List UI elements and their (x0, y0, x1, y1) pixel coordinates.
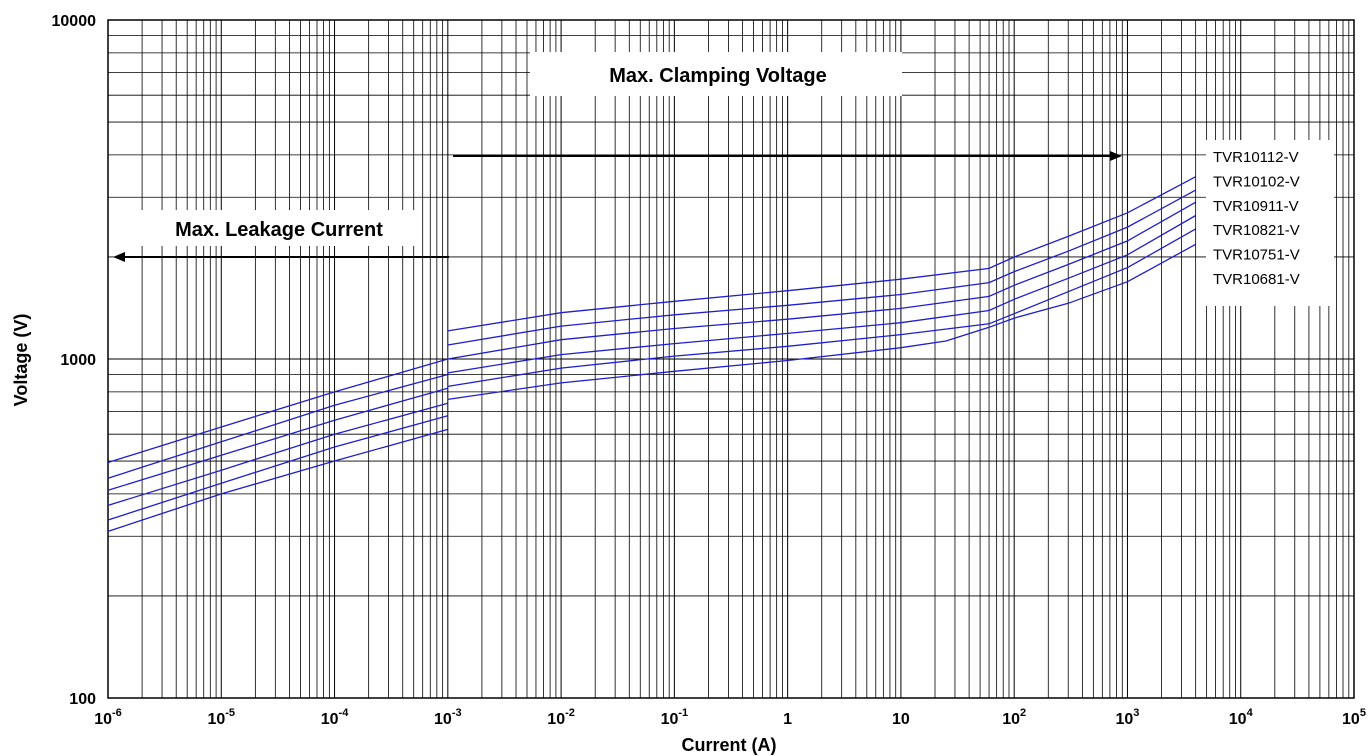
x-tick-label: 1 (783, 711, 792, 728)
legend-entry: TVR10751-V (1213, 247, 1300, 264)
x-tick-label: 10-6 (94, 707, 122, 728)
series-line-tvr10102-v-clamping (447, 189, 1197, 346)
series-group (107, 176, 1197, 533)
series-line-tvr10751-v-clamping (447, 228, 1197, 388)
series-line-tvr10681-v-leakage (107, 428, 448, 533)
x-tick-label: 10-4 (321, 707, 349, 728)
legend-entry: TVR10911-V (1213, 198, 1299, 215)
leakage-annotation: Max. Leakage Current (175, 219, 383, 241)
plot-frame (107, 19, 1355, 699)
series-line-tvr10112-v-leakage (107, 358, 448, 464)
x-tick-label: 10-5 (207, 707, 235, 728)
leakage-arrow-head (113, 252, 125, 262)
x-tick-label: 10 (892, 711, 910, 728)
x-tick-label: 103 (1115, 707, 1139, 728)
x-axis-label: Current (A) (682, 735, 777, 755)
series-line-tvr10911-v-clamping (447, 201, 1197, 360)
x-tick-label: 102 (1002, 707, 1026, 728)
x-tick-label: 10-1 (661, 707, 689, 728)
series-line-tvr10102-v-leakage (107, 373, 448, 479)
y-tick-labels: 100 1000 10000 (52, 13, 97, 708)
series-line-tvr10751-v-leakage (107, 415, 448, 521)
leakage-label-box (138, 210, 420, 246)
x-tick-label: 105 (1342, 707, 1366, 728)
series-line-tvr10911-v-leakage (107, 387, 448, 491)
series-line-tvr10112-v-clamping (447, 176, 1197, 332)
legend-entry: TVR10681-V (1213, 271, 1300, 288)
legend-entry: TVR10102-V (1213, 173, 1300, 190)
x-tick-label: 104 (1229, 707, 1254, 728)
x-tick-label: 10-3 (434, 707, 462, 728)
y-tick-label: 10000 (52, 13, 97, 30)
series-line-tvr10821-v-clamping (447, 214, 1197, 374)
clamping-arrow-head (1110, 151, 1122, 161)
clamping-label-box (530, 52, 902, 96)
x-tick-label: 10-2 (547, 707, 575, 728)
y-tick-label: 1000 (60, 352, 96, 369)
legend-entry: TVR10112-V (1213, 149, 1299, 166)
series-line-tvr10681-v-clamping (447, 243, 1197, 401)
legend-box (1206, 140, 1334, 306)
series-line-tvr10821-v-leakage (107, 402, 448, 507)
legend-entry: TVR10821-V (1213, 222, 1300, 239)
x-tick-labels: 10-6 10-5 10-4 10-3 10-2 10-1 1 10 102 103 104 105 (94, 707, 1366, 728)
clamping-annotation: Max. Clamping Voltage (609, 65, 826, 87)
y-tick-label: 100 (69, 691, 96, 708)
y-axis-label: Voltage (V) (11, 314, 31, 407)
legend: TVR10112-V TVR10102-V TVR10911-V TVR10821-V… (1213, 149, 1300, 288)
